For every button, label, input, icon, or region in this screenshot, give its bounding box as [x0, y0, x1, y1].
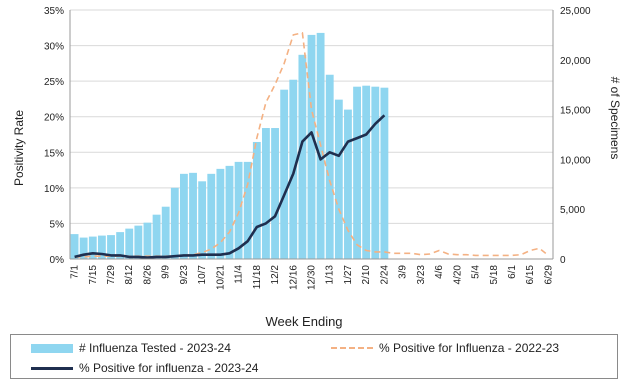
y-tick-left: 15%	[44, 148, 64, 159]
x-tick: 8/12	[124, 265, 135, 285]
y-tick-left: 20%	[44, 113, 64, 124]
bar-series	[70, 32, 389, 260]
y-tick-right: 5,000	[560, 205, 585, 216]
x-tick: 2/10	[361, 265, 372, 285]
x-tick: 3/23	[416, 265, 427, 285]
y-tick-right: 15,000	[560, 106, 591, 117]
bar	[88, 236, 97, 259]
bar	[262, 128, 270, 259]
bar	[97, 235, 106, 259]
y-tick-right: 25,000	[560, 6, 591, 17]
bar	[134, 225, 143, 259]
bar	[143, 222, 152, 259]
x-tick: 11/18	[252, 265, 263, 290]
x-tick: 11/4	[234, 265, 245, 284]
bar	[252, 141, 261, 259]
x-tick: 7/1	[70, 265, 81, 279]
x-axis-label: Week Ending	[265, 314, 342, 329]
legend-swatch-dashed	[331, 347, 373, 349]
bar	[107, 235, 115, 259]
y-tick-left: 10%	[44, 184, 64, 195]
legend-item-2023-24: % Positive for influenza - 2023-24	[31, 361, 258, 375]
x-tick: 4/20	[452, 265, 463, 285]
bar	[70, 234, 79, 259]
x-tick: 3/9	[398, 265, 409, 279]
x-tick: 5/4	[471, 265, 482, 279]
y-tick-right: 20,000	[560, 56, 591, 67]
legend-label-2022-23: % Positive for Influenza - 2022-23	[379, 341, 560, 355]
axes	[69, 10, 554, 260]
bar	[362, 85, 371, 259]
bar	[234, 161, 243, 259]
y-axis-label-right: # of Specimens	[608, 77, 622, 160]
x-tick: 10/7	[197, 265, 208, 285]
x-tick: 1/13	[325, 265, 336, 285]
bar	[125, 228, 134, 259]
x-tick: 6/1	[507, 265, 518, 279]
bar	[225, 165, 234, 259]
bar	[298, 54, 307, 259]
bar	[116, 232, 125, 259]
line-series	[74, 31, 549, 259]
bar	[344, 109, 352, 259]
bar	[243, 161, 252, 259]
y-tick-left: 30%	[44, 42, 64, 53]
bar	[216, 168, 225, 259]
x-tick: 5/18	[489, 265, 500, 285]
tick-labels: 0% 5% 10% 15% 20% 25% 30% 35% 0 5,000 10,000 15,000…	[44, 6, 591, 290]
x-tick: 6/29	[543, 265, 554, 285]
chart-svg: 0% 5% 10% 15% 20% 25% 30% 35% 0 5,000 10,000 15,000…	[12, 6, 622, 329]
bar	[307, 34, 316, 260]
bar	[353, 86, 361, 259]
legend: # Influenza Tested - 2023-24 % Positive …	[10, 334, 618, 379]
x-tick: 1/27	[343, 265, 354, 285]
bar	[371, 86, 380, 259]
x-tick: 7/29	[106, 265, 117, 285]
x-tick: 12/2	[270, 265, 281, 285]
x-tick: 8/26	[143, 265, 154, 285]
bar	[334, 99, 343, 259]
y-tick-right: 0	[560, 255, 566, 266]
bar	[170, 187, 179, 259]
x-tick: 6/15	[525, 265, 536, 285]
bar	[179, 173, 188, 259]
bar	[152, 214, 161, 259]
y-tick-left: 5%	[50, 219, 65, 230]
series-line-2023-24	[74, 114, 386, 259]
bar	[161, 206, 170, 259]
x-tick: 12/30	[307, 265, 318, 290]
x-tick: 12/16	[288, 265, 299, 290]
x-tick: 9/23	[179, 265, 190, 285]
bar	[79, 237, 88, 259]
bar	[280, 89, 289, 260]
legend-item-2022-23: % Positive for Influenza - 2022-23	[331, 341, 559, 355]
legend-item-tested: # Influenza Tested - 2023-24	[31, 341, 231, 355]
y-axis-label-left: Positivity Rate	[12, 110, 26, 186]
x-tick: 10/21	[215, 265, 226, 290]
y-tick-right: 10,000	[560, 155, 591, 166]
x-tick: 9/9	[161, 265, 172, 279]
x-tick: 2/24	[379, 265, 390, 285]
bar	[189, 172, 197, 259]
legend-label-tested: # Influenza Tested - 2023-24	[79, 341, 231, 355]
y-tick-left: 25%	[44, 77, 64, 88]
bar	[325, 74, 334, 260]
x-tick: 7/15	[88, 265, 99, 285]
bar	[380, 87, 389, 259]
x-tick: 4/6	[434, 265, 445, 279]
legend-label-2023-24: % Positive for influenza - 2023-24	[79, 361, 259, 375]
y-tick-left: 35%	[44, 6, 64, 17]
legend-swatch-solid	[31, 366, 73, 370]
bar	[271, 128, 279, 259]
bar	[207, 173, 216, 259]
bar	[198, 181, 207, 259]
legend-swatch-bar	[31, 343, 73, 353]
y-tick-left: 0%	[50, 255, 65, 266]
